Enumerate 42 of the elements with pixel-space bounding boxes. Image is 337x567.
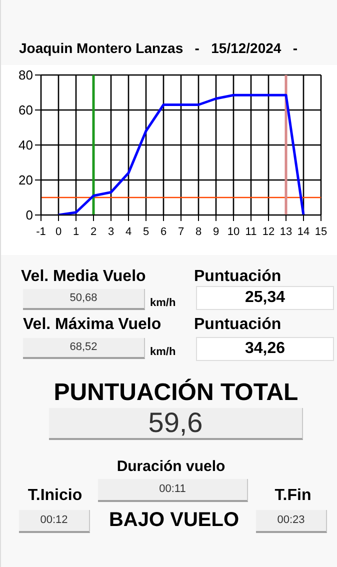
text: Puntuación (194, 316, 282, 335)
y-tick-label: 60 (18, 102, 33, 118)
x-tick-label: 1 (72, 226, 80, 238)
x-tick-label: 7 (178, 226, 184, 238)
x-tick-label: 6 (160, 226, 167, 238)
chart-title: Joaquin Montero Lanzas - 15/12/2024 - (19, 40, 298, 56)
x-tick-label: 0 (55, 226, 62, 238)
x-tick-label: 2 (90, 226, 97, 238)
x-tick-label: 3 (108, 226, 114, 238)
text: km/h (150, 346, 177, 360)
y-tick-label: 0 (26, 208, 33, 223)
x-tick-label: 9 (212, 226, 220, 238)
x-tick-label: 14 (297, 226, 310, 238)
text: T.Fin (274, 487, 312, 506)
x-tick-label: 4 (125, 226, 132, 238)
y-tick-label: 20 (18, 172, 33, 188)
x-tick-label: 12 (262, 226, 275, 238)
text: 00:23 (256, 510, 327, 533)
y-tick-label: 80 (18, 68, 33, 83)
text: 59,6 (49, 407, 303, 440)
x-tick-label: 5 (142, 226, 150, 238)
x-tick-label: 10 (227, 226, 240, 238)
text: BAJO VUELO (108, 509, 240, 533)
text: 68,52 (23, 338, 145, 359)
x-tick-label: 15 (314, 226, 328, 238)
text: PUNTUACIÓN TOTAL (52, 379, 300, 408)
text: Puntuación (194, 268, 282, 287)
text: Vel. Máxima Vuelo (23, 316, 162, 333)
text: 34,26 (196, 337, 334, 361)
text: 50,68 (23, 289, 145, 310)
x-tick-label: 11 (245, 226, 257, 238)
text: 00:12 (19, 510, 90, 533)
text: Duración vuelo (116, 458, 226, 477)
text: km/h (150, 297, 177, 311)
text: Vel. Media Vuelo (21, 268, 147, 287)
x-tick-label: 8 (195, 226, 202, 238)
text: 25,34 (196, 286, 334, 310)
text: 00:11 (98, 479, 248, 502)
x-tick-label: 13 (280, 226, 292, 238)
y-tick-label: 40 (18, 138, 33, 153)
x-tick-label: -1 (36, 226, 46, 238)
text: T.Inicio (26, 487, 84, 506)
